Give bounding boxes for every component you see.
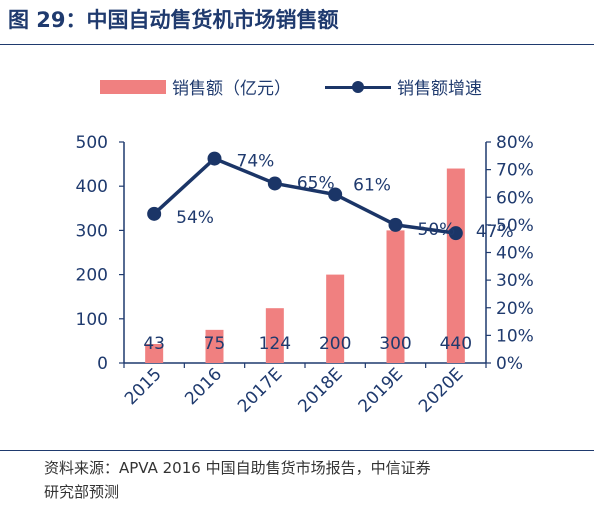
legend-line-swatch [325,80,391,94]
title-divider [0,44,594,45]
bar-value-label: 200 [319,334,351,354]
bar-2017E [265,308,284,363]
growth-value-label: 50% [418,220,456,240]
growth-point-2018E [328,187,343,202]
chart-plot: 0 100 200 300 400 500 0% 10% 20% 30% 40% 50% 60% 70% 8… [76,133,534,417]
bar-value-label: 43 [143,334,165,354]
y-right-tick-label: 0% [496,354,523,374]
y-left-tick-label: 400 [76,177,108,197]
x-tick-label: 2015 [121,364,166,409]
chart-legend: 销售额（亿元） 销售额增速 [100,74,516,99]
bar-value-label: 440 [440,334,472,354]
bar-2018E [326,274,345,363]
legend-label-growth: 销售额增速 [397,79,482,99]
y-left-tick-label: 300 [76,221,108,241]
legend-item-growth: 销售额增速 [325,74,482,99]
x-tick-label: 2019E [355,364,407,416]
growth-value-label: 47% [476,222,514,242]
source-line-1: 资料来源：APVA 2016 中国自助售货市场报告，中信证券 [44,459,431,477]
legend-label-sales: 销售额（亿元） [172,79,291,99]
x-tick-label: 2018E [294,364,346,416]
growth-value-label: 54% [176,208,214,228]
y-right-tick-label: 70% [496,161,534,181]
x-tick-label: 2016 [181,364,226,409]
source-line-2: 研究部预测 [44,483,120,501]
bar-value-label: 124 [259,334,291,354]
bar-2020E [446,168,465,363]
y-left-tick-label: 100 [76,310,108,330]
bar-2015 [145,343,164,363]
growth-value-label: 74% [237,152,275,172]
y-right-tick-label: 50% [496,216,534,236]
growth-point-2020E [448,226,463,241]
growth-point-2017E [267,176,282,191]
growth-value-label: 65% [297,173,335,193]
legend-item-sales: 销售额（亿元） [100,74,291,99]
growth-point-2015 [147,206,162,221]
y-left-tick-label: 200 [76,266,108,286]
growth-line [152,156,457,235]
y-right-tick-label: 30% [496,271,534,291]
y-right-tick-label: 80% [496,133,534,153]
y-right-tick-label: 20% [496,299,534,319]
y-right-tick-label: 60% [496,188,534,208]
x-tick-label: 2017E [234,364,286,416]
bar-2019E [386,230,405,363]
bar-2016 [205,329,224,363]
bar-value-label: 75 [204,334,226,354]
growth-value-label: 61% [353,175,391,195]
y-left-tick-label: 0 [97,354,108,374]
source-divider [0,450,594,451]
growth-point-2016 [207,151,222,166]
chart-title: 图 29：中国自动售货机市场销售额 [8,8,339,32]
x-tick-label: 2020E [415,364,467,416]
bar-value-label: 300 [379,334,411,354]
legend-bar-swatch [100,79,166,94]
y-right-tick-label: 40% [496,244,534,264]
growth-point-2019E [388,217,403,232]
y-right-tick-label: 10% [496,326,534,346]
source-note: 资料来源：APVA 2016 中国自助售货市场报告，中信证券 研究部预测 [44,456,584,504]
y-left-tick-label: 500 [76,133,108,153]
